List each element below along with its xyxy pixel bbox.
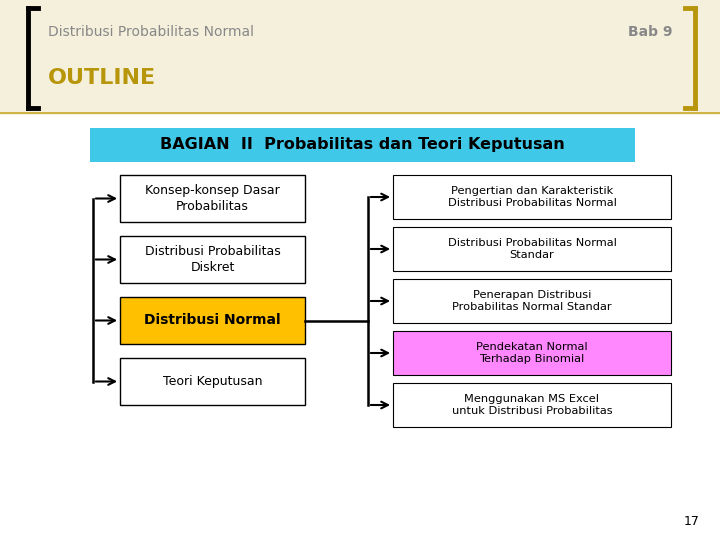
Bar [393,331,671,375]
Text: Menggunakan MS Excel
untuk Distribusi Probabilitas: Menggunakan MS Excel untuk Distribusi Pr… [451,394,612,416]
Text: BAGIAN  II  Probabilitas dan Teori Keputusan: BAGIAN II Probabilitas dan Teori Keputus… [160,138,565,152]
Text: Distribusi Normal: Distribusi Normal [144,314,281,327]
Bar [393,279,671,323]
Bar [120,358,305,405]
Bar [0,0,720,115]
Text: Penerapan Distribusi
Probabilitas Normal Standar: Penerapan Distribusi Probabilitas Normal… [452,290,612,312]
Bar [90,128,635,162]
Text: Distribusi Probabilitas Normal: Distribusi Probabilitas Normal [48,25,254,39]
Text: Bab 9: Bab 9 [628,25,672,39]
Bar [393,227,671,271]
Bar [120,175,305,222]
Text: 17: 17 [684,515,700,528]
Text: Distribusi Probabilitas Normal
Standar: Distribusi Probabilitas Normal Standar [448,238,616,260]
Bar [393,383,671,427]
Text: Teori Keputusan: Teori Keputusan [163,375,262,388]
Bar [393,175,671,219]
Bar [120,236,305,283]
Text: Pengertian dan Karakteristik
Distribusi Probabilitas Normal: Pengertian dan Karakteristik Distribusi … [448,186,616,208]
Text: Pendekatan Normal
Terhadap Binomial: Pendekatan Normal Terhadap Binomial [476,342,588,364]
Text: Distribusi Probabilitas
Diskret: Distribusi Probabilitas Diskret [145,245,280,274]
Bar [120,297,305,344]
Text: OUTLINE: OUTLINE [48,68,156,88]
Text: Konsep-konsep Dasar
Probabilitas: Konsep-konsep Dasar Probabilitas [145,184,280,213]
